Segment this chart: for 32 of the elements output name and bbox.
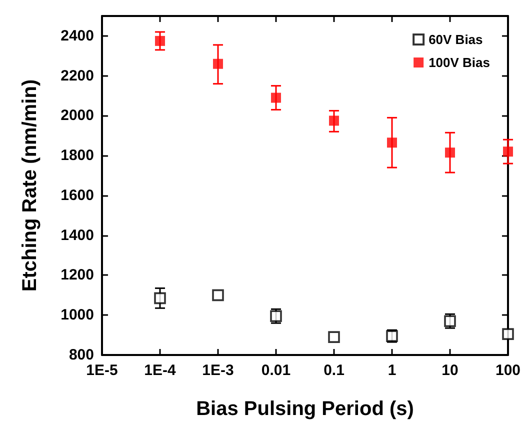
y-tick-label: 1800 (60, 147, 94, 164)
x-tick-label: 100 (495, 362, 521, 379)
point (155, 36, 165, 46)
legend-label: 60V Bias (428, 32, 483, 47)
x-axis-title: Bias Pulsing Period (s) (196, 398, 414, 420)
y-tick-label: 1600 (60, 186, 94, 204)
point (445, 148, 455, 158)
point (271, 92, 281, 103)
point (503, 146, 513, 157)
point (329, 116, 339, 126)
x-tick-label: 0.1 (324, 362, 344, 379)
x-tick-label: 1E-3 (202, 362, 234, 379)
y-tick-label: 1200 (60, 266, 94, 284)
y-axis-title: Etching Rate (nm/min) (19, 79, 41, 292)
x-tick-label: 1 (388, 362, 396, 379)
point (502, 328, 514, 340)
y-tick-label: 2000 (60, 107, 94, 124)
y-tick-label: 2200 (60, 67, 94, 84)
y-tick-label: 1000 (60, 306, 94, 324)
point (213, 58, 223, 69)
x-tick-label: 1E-5 (86, 362, 118, 379)
x-tick-label: 10 (442, 362, 458, 379)
y-tick-label: 1400 (60, 226, 94, 244)
point (328, 331, 340, 343)
x-tick-label: 0.01 (261, 362, 291, 379)
point (154, 292, 166, 304)
y-tick-label: 800 (68, 346, 94, 364)
legend-label: 100V Bias (428, 55, 490, 70)
y-tick-label: 2400 (60, 27, 94, 44)
point (212, 289, 224, 302)
x-tick-label: 1E-4 (144, 362, 176, 379)
point (387, 138, 397, 148)
